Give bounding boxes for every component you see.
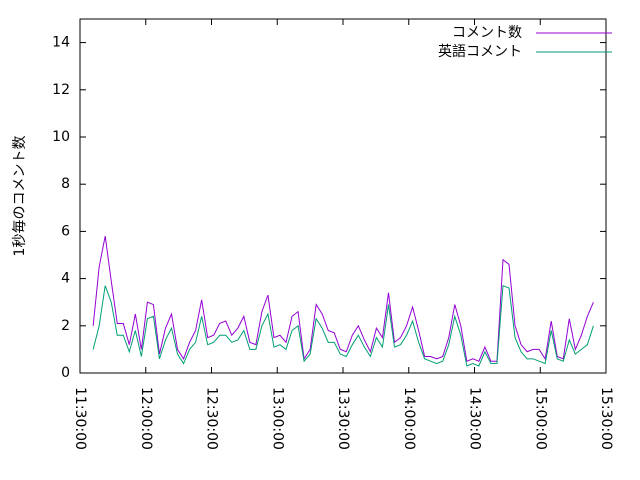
x-tick-label: 14:00:00 — [401, 387, 417, 450]
y-axis-label: 1秒毎のコメント数 — [12, 136, 28, 257]
x-tick-label: 12:00:00 — [138, 387, 154, 450]
y-tick-label: 2 — [61, 318, 70, 334]
x-tick-label: 15:00:00 — [532, 387, 548, 450]
legend-label: 英語コメント — [438, 43, 522, 60]
series-line — [92, 236, 594, 362]
y-tick-label: 12 — [52, 82, 70, 98]
plot-frame — [79, 18, 607, 374]
x-tick-label: 11:30:00 — [72, 387, 88, 450]
y-tick-label: 4 — [61, 271, 70, 287]
series-line — [92, 284, 594, 367]
y-tick-label: 14 — [52, 35, 70, 51]
y-tick-label: 8 — [61, 176, 70, 192]
y-tick-label: 6 — [61, 223, 70, 239]
y-tick-label: 10 — [52, 129, 70, 145]
x-tick-label: 12:30:00 — [204, 387, 220, 450]
y-tick-label: 0 — [61, 365, 70, 381]
x-tick-label: 13:30:00 — [335, 387, 351, 450]
x-tick-label: 13:00:00 — [269, 387, 285, 450]
x-tick-label: 15:30:00 — [598, 387, 614, 450]
legend-label: コメント数 — [452, 25, 522, 41]
x-tick-label: 14:30:00 — [467, 387, 483, 450]
